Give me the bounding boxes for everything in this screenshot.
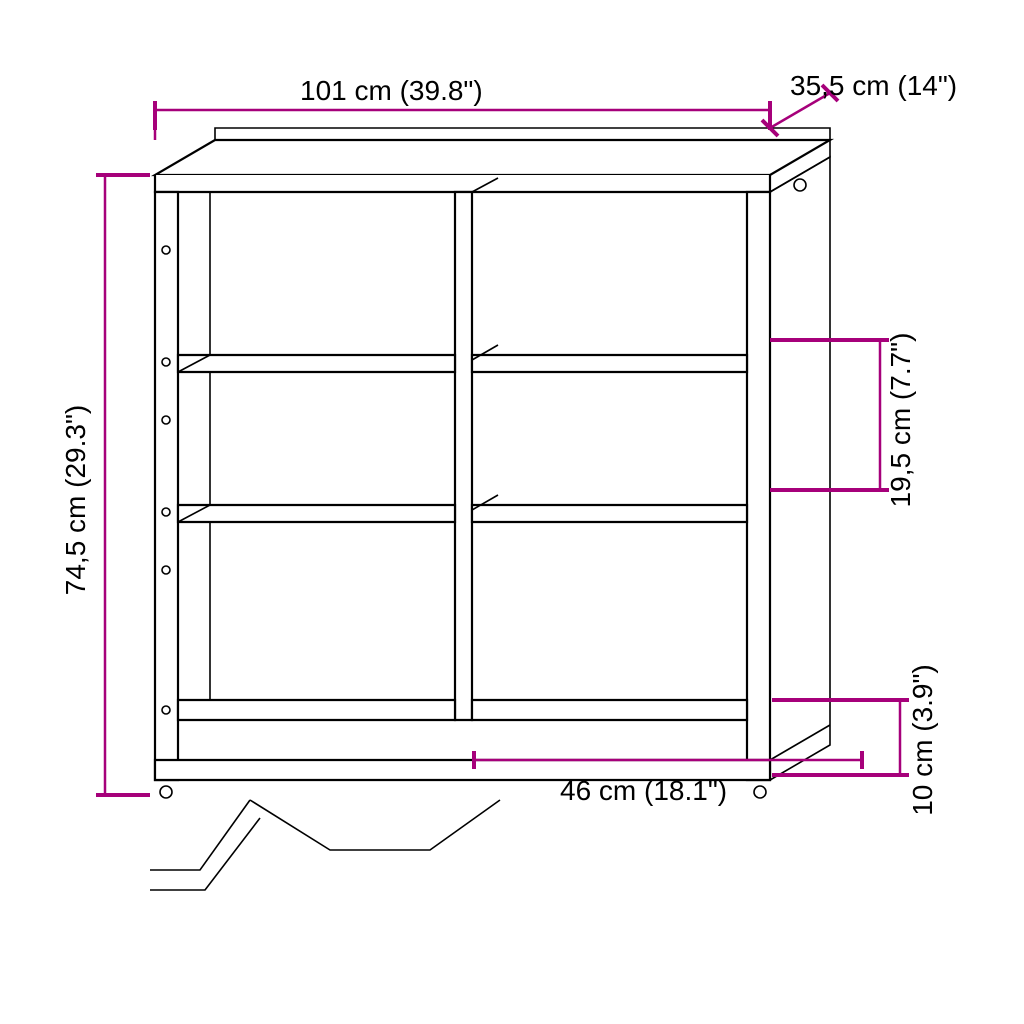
furniture-drawing (150, 128, 830, 890)
label-leg-clearance: 10 cm (3.9") (907, 664, 938, 816)
label-compartment-width: 46 cm (18.1") (560, 775, 727, 806)
dimension-diagram: 101 cm (39.8") 35,5 cm (14") 74,5 cm (29… (0, 0, 1024, 1024)
dim-width (155, 101, 770, 140)
label-depth: 35,5 cm (14") (790, 70, 957, 101)
label-shelf-height: 19,5 cm (7.7") (885, 333, 916, 508)
dim-leg-clearance (772, 700, 909, 775)
label-height: 74,5 cm (29.3") (60, 405, 91, 595)
dim-height (96, 175, 150, 795)
label-width: 101 cm (39.8") (300, 75, 483, 106)
